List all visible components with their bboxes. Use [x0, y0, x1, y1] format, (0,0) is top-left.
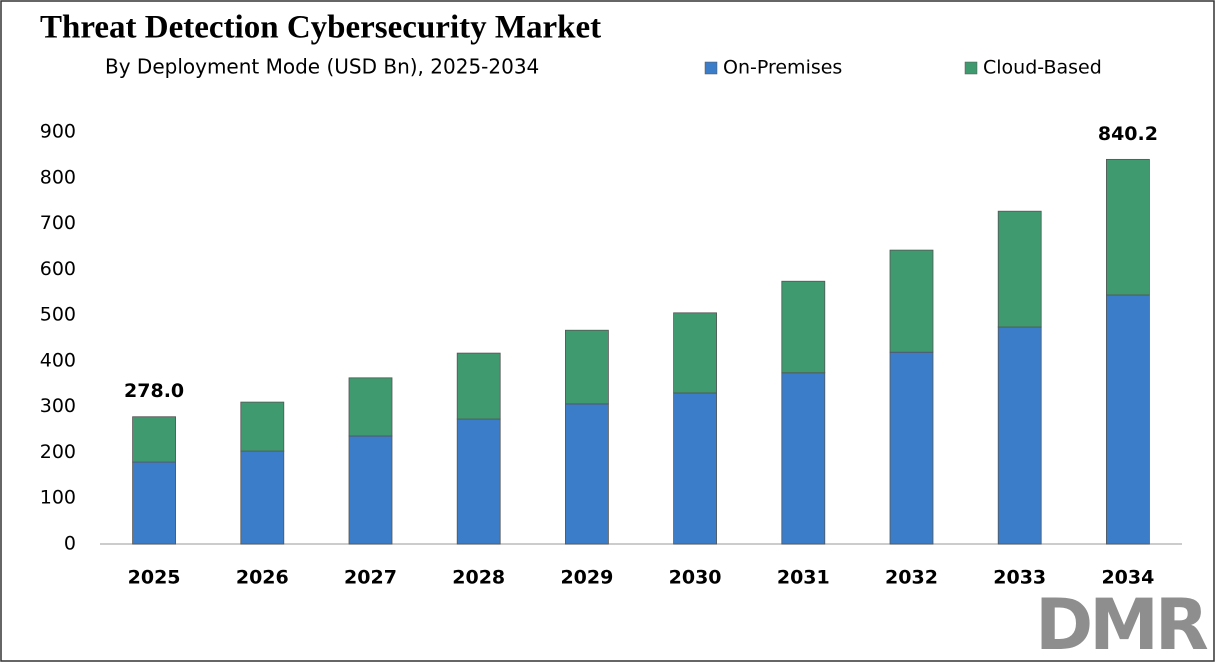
x-tick-label: 2025 — [128, 567, 181, 589]
x-tick-label: 2028 — [452, 567, 505, 589]
chart-subtitle: By Deployment Mode (USD Bn), 2025-2034 — [105, 55, 539, 79]
bar-segment — [997, 210, 1042, 328]
y-tick-label: 0 — [64, 533, 76, 555]
bar-segment — [673, 392, 717, 545]
bar-segment — [1106, 294, 1150, 545]
x-tick-label: 2027 — [344, 567, 397, 589]
x-tick-label: 2034 — [1101, 567, 1154, 589]
y-tick-label: 300 — [40, 395, 76, 417]
logo-text: DMR — [1035, 584, 1208, 663]
legend-label: On-Premises — [723, 57, 842, 79]
y-tick-label: 100 — [40, 487, 76, 509]
total-label: 278.0 — [124, 380, 184, 402]
legend-label: Cloud-Based — [983, 57, 1102, 79]
legend-swatch — [704, 61, 718, 75]
x-tick-label: 2033 — [993, 567, 1046, 589]
bar-segment — [456, 352, 501, 420]
chart-title: Threat Detection Cybersecurity Market — [40, 10, 601, 46]
bar-segment — [781, 372, 826, 545]
bar-segment — [456, 418, 501, 545]
x-tick-label: 2032 — [885, 567, 938, 589]
y-tick-label: 900 — [40, 121, 76, 143]
bar-segment — [132, 461, 177, 545]
bar-segment — [565, 329, 609, 405]
x-tick-label: 2031 — [777, 567, 830, 589]
total-label: 840.2 — [1098, 123, 1158, 145]
bar-segment — [781, 280, 826, 374]
bar-segment — [997, 326, 1042, 545]
y-tick-label: 700 — [40, 212, 76, 234]
bar-segment — [565, 403, 609, 545]
bar-segment — [1106, 158, 1150, 296]
y-tick-label: 500 — [40, 304, 76, 326]
x-tick-label: 2029 — [560, 567, 613, 589]
legend-swatch — [964, 61, 978, 75]
bar-segment — [673, 312, 717, 394]
y-tick-label: 200 — [40, 441, 76, 463]
bar-segment — [240, 450, 285, 545]
x-tick-label: 2026 — [236, 567, 289, 589]
y-tick-label: 800 — [40, 166, 76, 188]
bar-segment — [889, 351, 934, 545]
bar-segment — [240, 401, 285, 452]
bar-segment — [348, 435, 393, 545]
bar-segment — [348, 377, 393, 437]
y-tick-label: 400 — [40, 349, 76, 371]
bar-segment — [889, 249, 934, 353]
y-tick-label: 600 — [40, 258, 76, 280]
logo: DMR — [1035, 584, 1212, 663]
bar-segment — [132, 416, 177, 463]
x-tick-label: 2030 — [669, 567, 722, 589]
